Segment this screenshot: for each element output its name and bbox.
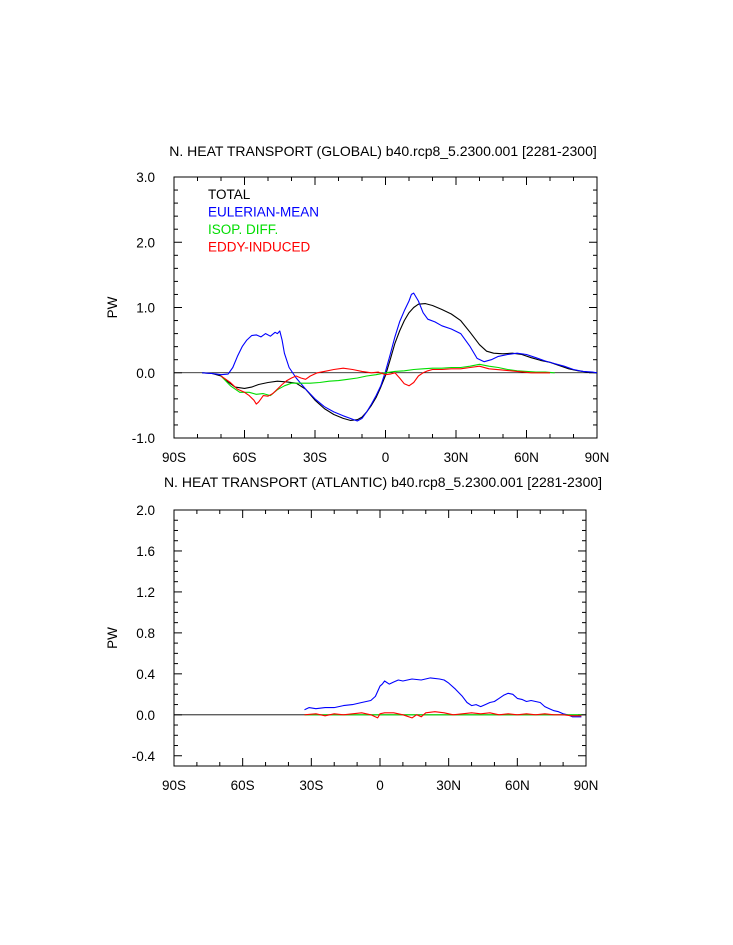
y-tick-label: 3.0 (136, 170, 155, 185)
series-line-total (202, 303, 598, 421)
x-tick-label: 60S (232, 450, 256, 465)
x-tick-label: 90N (574, 778, 599, 793)
series-line-eulerian-mean (202, 292, 598, 422)
series-line-eddy-induced (304, 711, 582, 719)
y-tick-label: 0.8 (136, 626, 155, 641)
x-tick-label: 60S (231, 778, 255, 793)
legend-entry: TOTAL (208, 187, 251, 202)
y-tick-label: 2.0 (136, 503, 155, 518)
chart-title: N. HEAT TRANSPORT (ATLANTIC) b40.rcp8_5.… (164, 474, 602, 490)
legend-entry: EULERIAN-MEAN (208, 205, 319, 220)
y-tick-label: 1.0 (136, 301, 155, 316)
atlantic-heat-transport-panel: N. HEAT TRANSPORT (ATLANTIC) b40.rcp8_5.… (105, 474, 602, 793)
global-heat-transport-panel: N. HEAT TRANSPORT (GLOBAL) b40.rcp8_5.23… (105, 143, 609, 465)
chart-title: N. HEAT TRANSPORT (GLOBAL) b40.rcp8_5.23… (169, 143, 597, 159)
y-tick-label: 2.0 (136, 235, 155, 250)
plot-frame (173, 509, 587, 767)
x-tick-label: 0 (376, 778, 384, 793)
legend-entry: EDDY-INDUCED (208, 240, 311, 255)
y-tick-label: 1.2 (136, 585, 155, 600)
x-tick-label: 30N (444, 450, 469, 465)
x-tick-label: 90N (585, 450, 610, 465)
y-tick-label: 0.0 (136, 366, 155, 381)
x-tick-label: 90S (162, 778, 186, 793)
x-tick-label: 60N (505, 778, 530, 793)
series-line-eddy-induced (220, 365, 550, 405)
y-axis-label: PW (105, 627, 120, 649)
x-tick-label: 90S (162, 450, 186, 465)
x-tick-label: 60N (514, 450, 539, 465)
x-tick-label: 0 (382, 450, 390, 465)
x-tick-label: 30N (436, 778, 461, 793)
series-line-eulerian-mean (304, 677, 582, 718)
x-tick-label: 30S (299, 778, 323, 793)
x-tick-label: 30S (303, 450, 327, 465)
y-axis-label: PW (105, 296, 120, 318)
y-tick-label: 0.0 (136, 708, 155, 723)
y-tick-label: -1.0 (132, 431, 155, 446)
y-tick-label: -0.4 (132, 749, 156, 764)
y-tick-label: 0.4 (136, 667, 155, 682)
y-tick-label: 1.6 (136, 544, 155, 559)
legend-entry: ISOP. DIFF. (208, 222, 278, 237)
